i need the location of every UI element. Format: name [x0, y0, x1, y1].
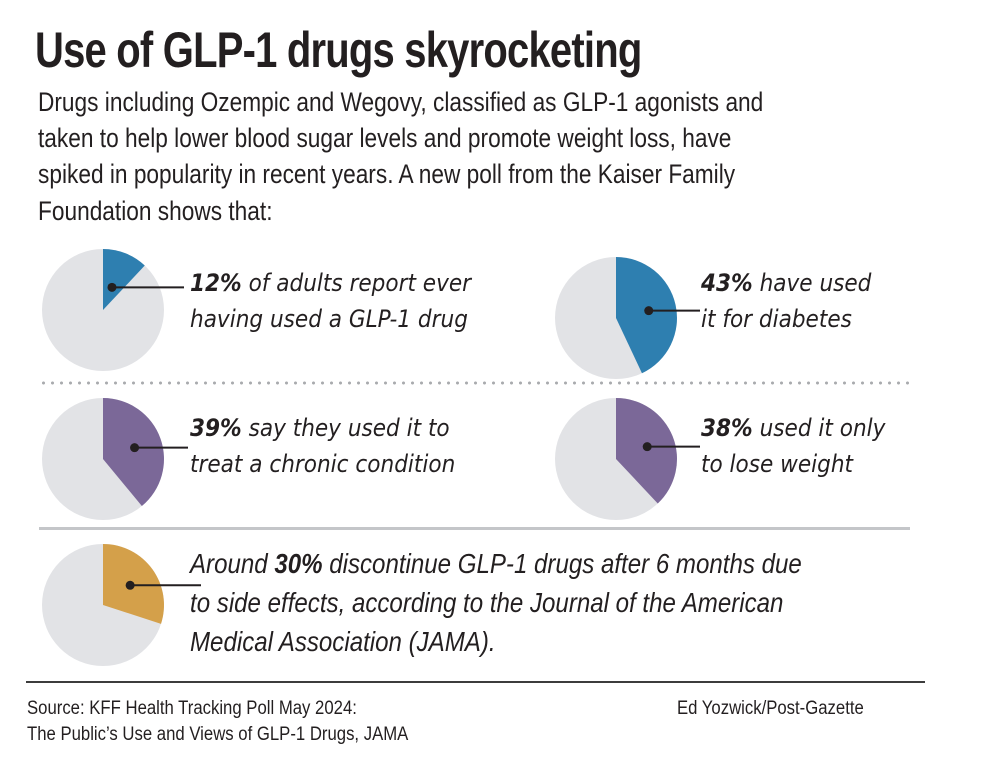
pie-chart-lose-weight [555, 398, 700, 520]
stat-label: discontinue GLP-1 drugs after 6 months d… [322, 548, 802, 579]
stat-text-diabetes: 43% have used [701, 265, 871, 301]
stat-text-chronic-condition: 39% say they used it to [190, 410, 450, 446]
leader-dot [642, 442, 652, 452]
stat-percent: 12% [190, 269, 242, 297]
intro-text-line: Drugs including Ozempic and Wegovy, clas… [38, 87, 764, 117]
stat-label: to lose weight [701, 450, 854, 478]
pie-chart-diabetes [555, 257, 700, 379]
stat-label: Around [190, 548, 275, 579]
stat-label: treat a chronic condition [190, 450, 456, 478]
stat-label: say they used it to [248, 414, 450, 442]
chart-title: Use of GLP-1 drugs skyrocketing [35, 22, 642, 78]
pie-value-slice [103, 249, 145, 310]
stat-label: having used a GLP-1 drug [190, 305, 468, 333]
stat-label: used it only [759, 414, 886, 442]
credit-line: Ed Yozwick/Post-Gazette [677, 698, 864, 719]
intro-text-line: Foundation shows that: [38, 196, 273, 226]
dotted-divider [39, 381, 912, 385]
stat-percent: 43% [701, 269, 753, 297]
stat-label: it for diabetes [701, 305, 852, 333]
source-line: The Public’s Use and Views of GLP-1 Drug… [27, 724, 409, 745]
stat-label: of adults report ever [248, 269, 472, 297]
stat-percent: 30% [274, 548, 323, 579]
stat-text-discontinue: Around 30% discontinue GLP-1 drugs after… [190, 544, 802, 583]
intro-text-line: taken to help lower blood sugar levels a… [38, 123, 732, 153]
pie-value-slice [616, 257, 677, 374]
leader-dot [644, 306, 654, 316]
footer-rule [26, 681, 925, 683]
pie-chart-chronic-condition [42, 398, 188, 520]
pie-chart-discontinue [42, 544, 201, 666]
stat-percent: 38% [701, 414, 753, 442]
stat-label: to side effects, according to the Journa… [190, 587, 784, 618]
leader-dot [125, 580, 135, 590]
stat-label: have used [759, 269, 872, 297]
stat-label: Medical Association (JAMA). [190, 626, 496, 657]
pie-chart-ever-used [42, 249, 184, 371]
leader-dot [107, 282, 117, 292]
stat-text-ever-used: 12% of adults report ever [190, 265, 471, 301]
stat-percent: 39% [190, 414, 242, 442]
section-divider [39, 527, 910, 530]
source-line: Source: KFF Health Tracking Poll May 202… [27, 698, 357, 719]
stat-text-lose-weight: 38% used it only [701, 410, 885, 446]
leader-dot [130, 443, 140, 453]
intro-text-line: spiked in popularity in recent years. A … [38, 159, 736, 189]
